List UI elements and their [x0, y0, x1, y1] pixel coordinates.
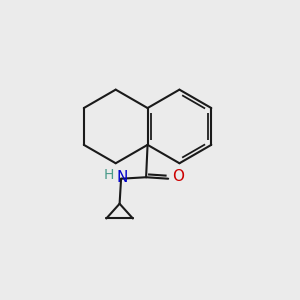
Text: N: N [117, 170, 128, 185]
Text: O: O [172, 169, 184, 184]
Text: H: H [103, 168, 114, 182]
